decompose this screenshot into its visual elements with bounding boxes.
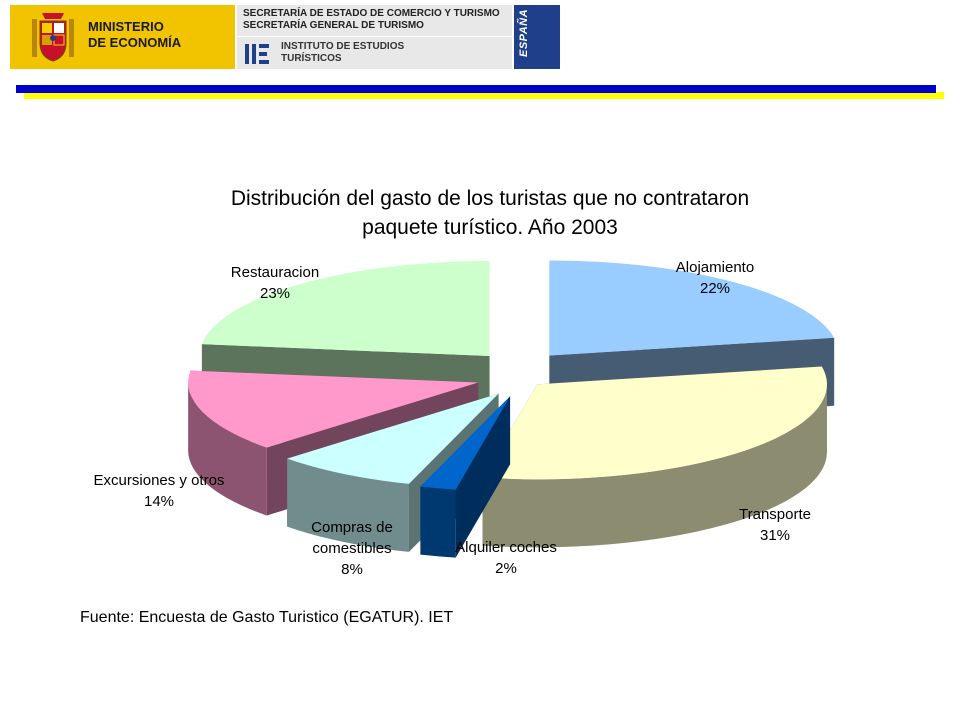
chart-title-line1: Distribución del gasto de los turistas q… — [230, 187, 750, 210]
label-alquiler-coches-value: 2% — [495, 560, 517, 577]
label-alquiler-coches-name: Alquiler coches — [455, 539, 557, 556]
instituto-line2: TURÍSTICOS — [281, 53, 342, 64]
label-restauracion-name: Restauracion — [230, 264, 320, 281]
label-compras-value: 8% — [341, 561, 363, 578]
label-excursiones-value: 14% — [143, 493, 175, 510]
espana-logo: ESPAÑA — [514, 5, 560, 69]
ministerio-line1: MINISTERIO — [88, 19, 164, 34]
label-alojamiento-value: 22% — [699, 280, 731, 297]
label-restauracion-value: 23% — [259, 285, 291, 302]
chart-title: Distribución del gasto de los turistas q… — [120, 184, 860, 242]
label-excursiones: Excursiones y otros 14% — [74, 470, 244, 512]
chart-title-line2: paquete turístico. Año 2003 — [362, 216, 618, 239]
secretaria-line1: SECRETARÍA DE ESTADO DE COMERCIO Y TURIS… — [243, 8, 500, 19]
secretaria-line2: SECRETARÍA GENERAL DE TURISMO — [243, 20, 424, 31]
label-alojamiento-name: Alojamiento — [675, 259, 755, 276]
label-compras-line2: comestibles — [312, 540, 392, 557]
label-compras-comestibles: Compras de comestibles 8% — [288, 517, 416, 580]
label-transporte-name: Transporte — [739, 506, 811, 523]
ministerio-line2: DE ECONOMÍA — [88, 35, 182, 50]
instituto-line1: INSTITUTO DE ESTUDIOS — [281, 41, 405, 52]
label-alojamiento: Alojamiento 22% — [660, 257, 770, 299]
ministerio-logo: MINISTERIO DE ECONOMÍA — [10, 5, 235, 69]
label-transporte: Transporte 31% — [720, 504, 830, 546]
pie-slice-transporte — [482, 366, 827, 548]
source-note: Fuente: Encuesta de Gasto Turistico (EGA… — [80, 609, 454, 626]
secretaria-banner: SECRETARÍA DE ESTADO DE COMERCIO Y TURIS… — [237, 5, 512, 69]
blue-rule — [16, 85, 936, 93]
iet-logo-icon — [245, 44, 269, 64]
label-compras-line1: Compras de — [311, 519, 393, 536]
label-restauracion: Restauracion 23% — [212, 262, 338, 304]
header-logos: MINISTERIO DE ECONOMÍA SECRETARÍA DE EST… — [10, 5, 560, 69]
label-alquiler-coches: Alquiler coches 2% — [436, 537, 576, 579]
yellow-rule — [24, 92, 944, 99]
label-excursiones-name: Excursiones y otros — [93, 472, 225, 489]
coat-of-arms-icon — [32, 13, 74, 62]
pie-slice-alquiler-coches — [420, 396, 511, 558]
divider — [237, 36, 512, 37]
label-transporte-value: 31% — [759, 527, 791, 544]
